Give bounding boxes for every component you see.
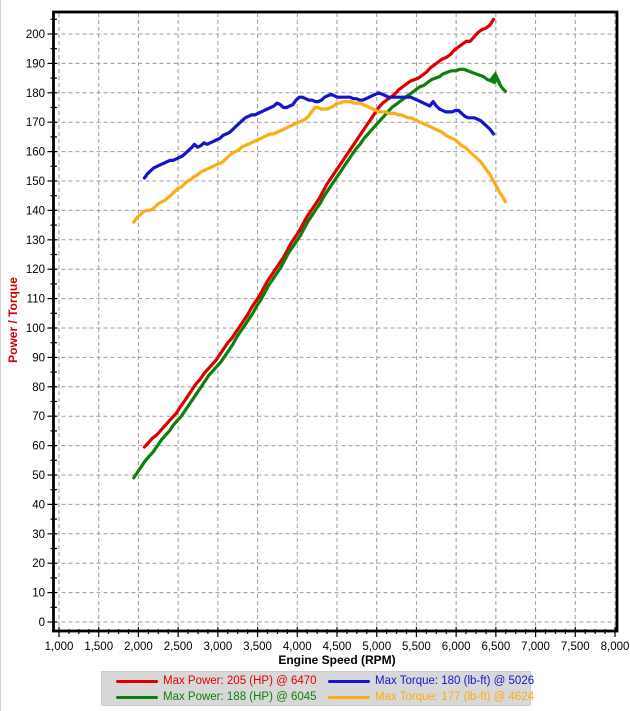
legend-line-swatch <box>328 695 370 699</box>
x-tick-label: 4,500 <box>323 641 352 653</box>
legend-line-swatch <box>116 695 158 699</box>
y-tick-label: 90 <box>32 352 45 364</box>
legend-label: Max Power: 188 (HP) @ 6045 <box>163 691 317 703</box>
legend-label: Max Torque: 180 (lb-ft) @ 5026 <box>375 675 535 687</box>
y-tick-label: 80 <box>32 382 45 394</box>
x-tick-label: 1,500 <box>84 641 113 653</box>
x-tick-label: 7,000 <box>521 641 550 653</box>
x-tick-label: 2,000 <box>124 641 153 653</box>
y-tick-label: 70 <box>32 411 45 423</box>
y-tick-label: 30 <box>32 529 45 541</box>
y-tick-label: 100 <box>26 323 45 335</box>
legend-line-swatch <box>116 679 158 683</box>
green-max-power-end-arrow <box>488 71 502 84</box>
x-tick-label: 3,000 <box>203 641 232 653</box>
x-tick-label: 1,000 <box>45 641 74 653</box>
y-tick-label: 150 <box>26 176 45 188</box>
chart-legend: Max Power: 205 (HP) @ 6470 Max Power: 188… <box>101 671 534 706</box>
y-tick-label: 50 <box>32 470 45 482</box>
legend-item-blue-max-torque: Max Torque: 180 (lb-ft) @ 5026 <box>328 675 534 687</box>
y-tick-label: 200 <box>26 29 45 41</box>
y-tick-label: 10 <box>32 588 45 600</box>
x-tick-label: 4,000 <box>283 641 312 653</box>
plot-border <box>52 10 619 633</box>
legend-line-swatch <box>328 679 370 683</box>
legend-label: Max Torque: 177 (lb-ft) @ 4624 <box>375 691 535 703</box>
y-tick-label: 140 <box>26 205 45 217</box>
y-tick-label: 60 <box>32 441 45 453</box>
blue-max-torque-curve <box>142 91 496 180</box>
green-max-power-curve <box>132 67 507 480</box>
plot-background <box>53 12 617 631</box>
x-tick-label: 3,500 <box>243 641 272 653</box>
x-tick-label: 5,000 <box>362 641 391 653</box>
y-tick-label: 180 <box>26 88 45 100</box>
legend-item-orange-max-torque: Max Torque: 177 (lb-ft) @ 4624 <box>328 691 534 703</box>
legend-label: Max Power: 205 (HP) @ 6470 <box>163 675 317 687</box>
y-tick-label: 40 <box>32 499 45 511</box>
x-tick-label: 2,500 <box>164 641 193 653</box>
legend-item-green-max-power: Max Power: 188 (HP) @ 6045 <box>116 691 328 703</box>
y-tick-label: 190 <box>26 58 45 70</box>
red-max-power-curve <box>142 17 496 449</box>
y-tick-label: 130 <box>26 235 45 247</box>
gridlines <box>54 13 616 630</box>
x-axis-title: Engine Speed (RPM) <box>278 653 395 667</box>
y-tick-label: 160 <box>26 147 45 159</box>
orange-max-torque-curve <box>132 99 507 224</box>
x-tick-label: 8,000 <box>601 641 630 653</box>
y-tick-label: 120 <box>26 264 45 276</box>
x-tick-label: 6,500 <box>481 641 510 653</box>
x-tick-label: 7,500 <box>561 641 590 653</box>
legend-item-red-max-power: Max Power: 205 (HP) @ 6470 <box>116 675 328 687</box>
y-tick-label: 0 <box>39 617 45 629</box>
y-axis-title: Power / Torque <box>6 277 20 363</box>
y-tick-label: 170 <box>26 117 45 129</box>
y-tick-label: 110 <box>27 294 45 306</box>
x-tick-label: 6,000 <box>442 641 471 653</box>
x-tick-label: 5,500 <box>402 641 431 653</box>
y-tick-label: 20 <box>32 558 45 570</box>
